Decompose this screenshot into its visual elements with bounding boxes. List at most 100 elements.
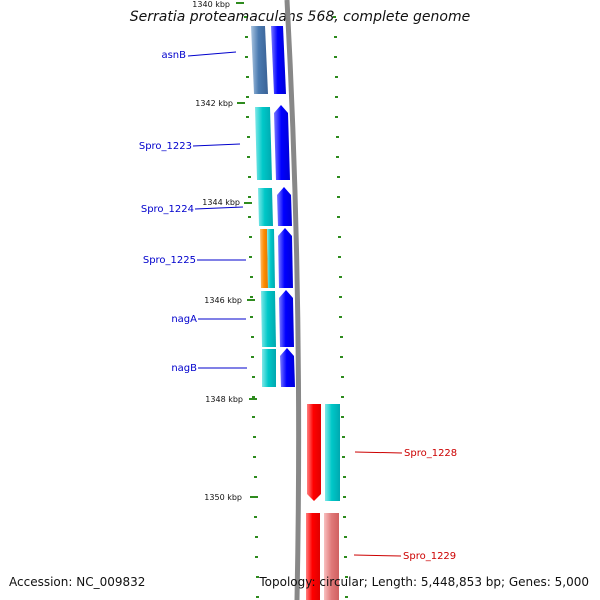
minor-tick [344,536,347,538]
minor-tick [248,196,251,198]
tick-label: 1350 kbp [204,493,242,502]
minor-tick [250,276,253,278]
minor-tick [251,336,254,338]
tick-label: 1344 kbp [202,198,240,207]
minor-tick [337,216,340,218]
gene-block [267,229,275,288]
minor-tick [256,576,259,578]
minor-tick [253,436,256,438]
gene-asnB[interactable]: asnB [161,26,286,94]
gene-block [324,513,339,600]
genome-backbone [284,0,302,600]
gene-arrow-forward [271,26,286,94]
minor-tick [252,396,255,398]
gene-block [258,188,273,226]
minor-tick [336,156,339,158]
minor-tick [342,456,345,458]
minor-tick [254,516,257,518]
gene-Spro_1228[interactable]: Spro_1228 [307,404,457,501]
minor-tick [249,256,252,258]
minor-tick [342,436,345,438]
minor-tick [252,416,255,418]
gene-arrow-forward [277,187,292,226]
tick-1350: 1350 kbp [204,493,258,502]
minor-tick [343,476,346,478]
minor-tick [336,136,339,138]
minor-tick [256,596,259,598]
gene-label: Spro_1229 [403,551,456,562]
minor-tick [341,376,344,378]
minor-tick [248,176,251,178]
minor-tick [252,376,255,378]
gene-arrow-forward [279,290,294,347]
minor-tick [254,476,257,478]
tick-1344: 1344 kbp [202,198,252,207]
minor-tick [250,296,253,298]
gene-block [251,26,268,94]
gene-Spro_1229[interactable]: Spro_1229 [306,513,456,600]
minor-tick [340,356,343,358]
minor-tick [337,196,340,198]
gene-block [325,404,340,501]
tick-1348: 1348 kbp [205,395,257,404]
map-title: Serratia proteamaculans 568, complete ge… [129,9,471,25]
tick-label: 1342 kbp [195,99,233,108]
gene-label: nagA [171,314,197,325]
minor-tick [344,556,347,558]
gene-label: Spro_1228 [404,448,457,459]
minor-tick [338,236,341,238]
gene-Spro_1223[interactable]: Spro_1223 [139,105,290,180]
minor-tick [246,116,249,118]
tick-1346: 1346 kbp [204,296,255,305]
gene-pointer [353,554,402,557]
gene-Spro_1224[interactable]: Spro_1224 [141,187,292,226]
gene-block [261,291,276,347]
gene-pointer [192,143,241,147]
minor-tick [335,116,338,118]
minor-tick [244,16,247,18]
gene-nagB[interactable]: nagB [171,348,295,387]
minor-tick [246,76,249,78]
gene-arrow-reverse [306,513,320,600]
gene-pointer [187,51,237,57]
minor-tick [333,16,336,18]
gene-label: Spro_1225 [143,255,196,266]
minor-tick [343,516,346,518]
minor-tick [255,536,258,538]
tick-label: 1348 kbp [205,395,243,404]
gene-label: Spro_1224 [141,204,194,215]
minor-tick [251,356,254,358]
minor-tick [247,136,250,138]
minor-tick [245,56,248,58]
minor-tick [246,96,249,98]
minor-tick [345,596,348,598]
minor-tick [341,396,344,398]
tick-label: 1340 kbp [192,0,230,9]
accession-label: Accession: NC_009832 [9,575,146,589]
gene-pointer [194,206,244,210]
minor-tick [343,496,346,498]
tick-label: 1346 kbp [204,296,242,305]
minor-tick [253,456,256,458]
minor-tick [339,276,342,278]
topology-label: Topology: circular; Length: 5,448,853 bp… [259,575,589,589]
minor-tick [247,156,250,158]
gene-arrow-forward [278,228,293,288]
gene-arrow-reverse [307,404,321,501]
minor-tick [340,336,343,338]
gene-Spro_1225[interactable]: Spro_1225 [143,228,293,288]
tick-1340: 1340 kbp [192,0,244,9]
minor-tick [337,176,340,178]
minor-tick [249,236,252,238]
gene-block [262,349,276,387]
tick-1342: 1342 kbp [195,99,245,108]
minor-tick [339,296,342,298]
gene-arrow-forward [274,105,290,180]
gene-label: Spro_1223 [139,141,192,152]
gene-nagA[interactable]: nagA [171,290,294,347]
minor-tick [345,576,348,578]
minor-tick-marks [244,16,348,598]
minor-tick [338,256,341,258]
minor-tick [248,216,251,218]
